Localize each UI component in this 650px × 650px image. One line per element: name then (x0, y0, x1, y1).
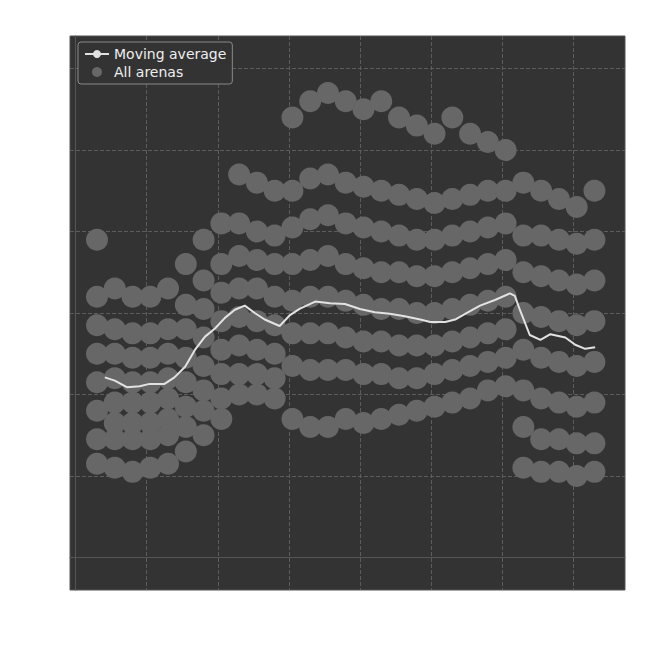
svg-text:All arenas: All arenas (114, 64, 183, 80)
svg-text:Moving average: Moving average (114, 46, 226, 62)
